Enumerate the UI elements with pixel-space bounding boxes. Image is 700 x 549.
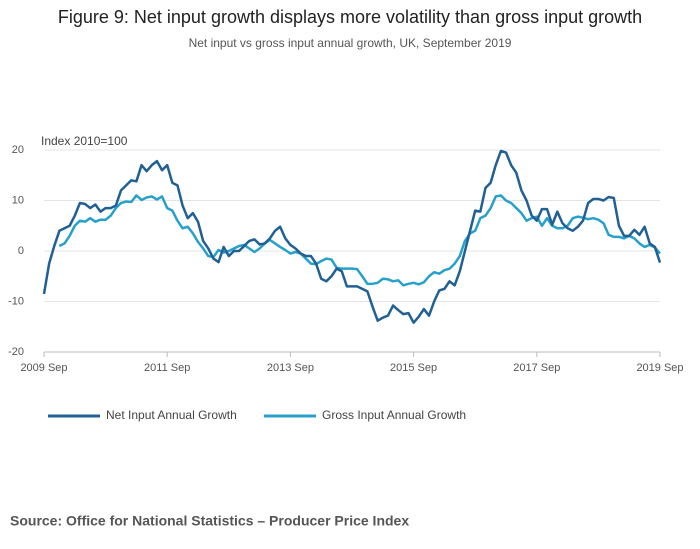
y-tick-label: 10 [12,194,24,206]
y-tick-label: -10 [8,295,24,307]
series-line [58,194,661,287]
x-tick-label: 2009 Sep [20,362,67,374]
y-tick-label: -20 [8,346,24,358]
chart-title: Figure 9: Net input growth displays more… [58,7,642,27]
chart-subtitle: Net input vs gross input annual growth, … [189,36,512,50]
x-tick-label: 2017 Sep [513,362,560,374]
legend-label: Net Input Annual Growth [106,408,237,422]
y-tick-label: 0 [18,245,24,257]
legend-label: Gross Input Annual Growth [322,408,466,422]
y-tick-label: 20 [12,144,24,156]
source: Source: Office for National Statistics –… [10,513,409,529]
y-axis-label: Index 2010=100 [41,134,128,148]
series-line [42,149,662,324]
x-tick-label: 2013 Sep [267,362,314,374]
x-tick-label: 2015 Sep [390,362,437,374]
x-tick-label: 2019 Sep [636,362,683,374]
x-tick-label: 2011 Sep [144,362,190,374]
